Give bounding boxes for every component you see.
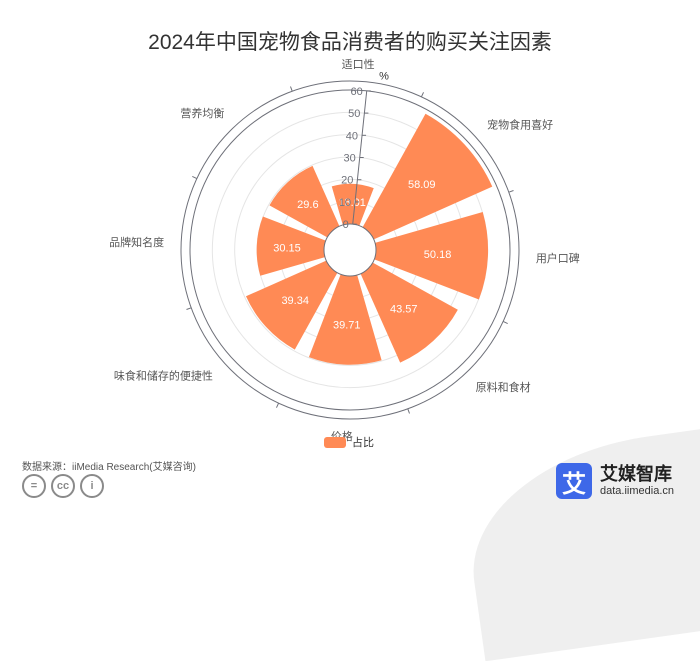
- bar: [362, 113, 493, 240]
- category-label: 原料和食材: [476, 380, 531, 394]
- brand-logo-icon: 艾: [556, 463, 592, 499]
- cc-icon: cc: [51, 474, 75, 498]
- source-note: 数据来源：iiMedia Research(艾媒咨询): [22, 462, 196, 473]
- attribution-icon: i: [80, 474, 104, 498]
- category-label: 用户口碑: [536, 251, 580, 265]
- angle-tick: [276, 402, 280, 408]
- bar: [331, 183, 374, 226]
- radius-tick-label: 20: [341, 175, 353, 187]
- brand: 艾 艾媒智库 data.iimedia.cn: [556, 463, 674, 499]
- category-label: 宠物食用喜好: [487, 117, 553, 131]
- data-label: 39.34: [281, 295, 309, 307]
- legend-swatch: [324, 437, 346, 448]
- data-label: 29.6: [297, 199, 318, 211]
- angle-tick: [186, 307, 192, 310]
- bar: [269, 165, 340, 238]
- angle-tick: [502, 320, 508, 324]
- data-label: 58.09: [408, 179, 436, 191]
- license-icons: = cc i: [22, 474, 104, 498]
- bar: [245, 260, 338, 350]
- bar: [256, 216, 326, 276]
- equal-icon: =: [22, 474, 46, 498]
- angle-tick: [290, 86, 293, 92]
- bar: [308, 274, 382, 365]
- unit-label: %: [379, 70, 389, 82]
- angle-axis-circle: [180, 80, 520, 420]
- data-label: 39.71: [333, 320, 361, 332]
- category-label: 品牌知名度: [109, 235, 164, 249]
- data-label: 43.57: [390, 304, 418, 316]
- data-label: 18.01: [338, 197, 366, 209]
- category-label: 味食和储存的便捷性: [114, 369, 213, 383]
- category-label: 适口性: [342, 57, 375, 71]
- radius-tick-label: 10: [339, 197, 351, 209]
- data-label: 30.15: [273, 242, 301, 254]
- outer-axis-circle: [189, 89, 511, 411]
- data-label: 50.18: [424, 249, 452, 261]
- angle-tick: [192, 176, 198, 180]
- legend-label: 占比: [352, 435, 374, 449]
- bar: [360, 262, 458, 363]
- radius-tick-label: 40: [346, 130, 358, 142]
- brand-name: 艾媒智库: [600, 464, 672, 484]
- brand-url: data.iimedia.cn: [600, 485, 674, 497]
- radius-tick-label: 30: [343, 153, 355, 165]
- radius-tick-label: 60: [350, 86, 362, 98]
- angle-tick: [407, 408, 410, 414]
- bar: [374, 211, 489, 300]
- category-label: 营养均衡: [180, 106, 224, 120]
- angle-tick: [508, 190, 514, 193]
- radius-tick-label: 0: [343, 219, 349, 231]
- chart-title: 2024年中国宠物食品消费者的购买关注因素: [148, 31, 552, 54]
- radius-tick-label: 50: [348, 108, 360, 120]
- inner-circle: [323, 223, 377, 277]
- angle-tick: [420, 92, 424, 98]
- polar-bar-chart: 18.01 适口性 58.09 宠物食用喜好 50.18 用户口碑 43.57 原料和食材 39…: [109, 57, 580, 449]
